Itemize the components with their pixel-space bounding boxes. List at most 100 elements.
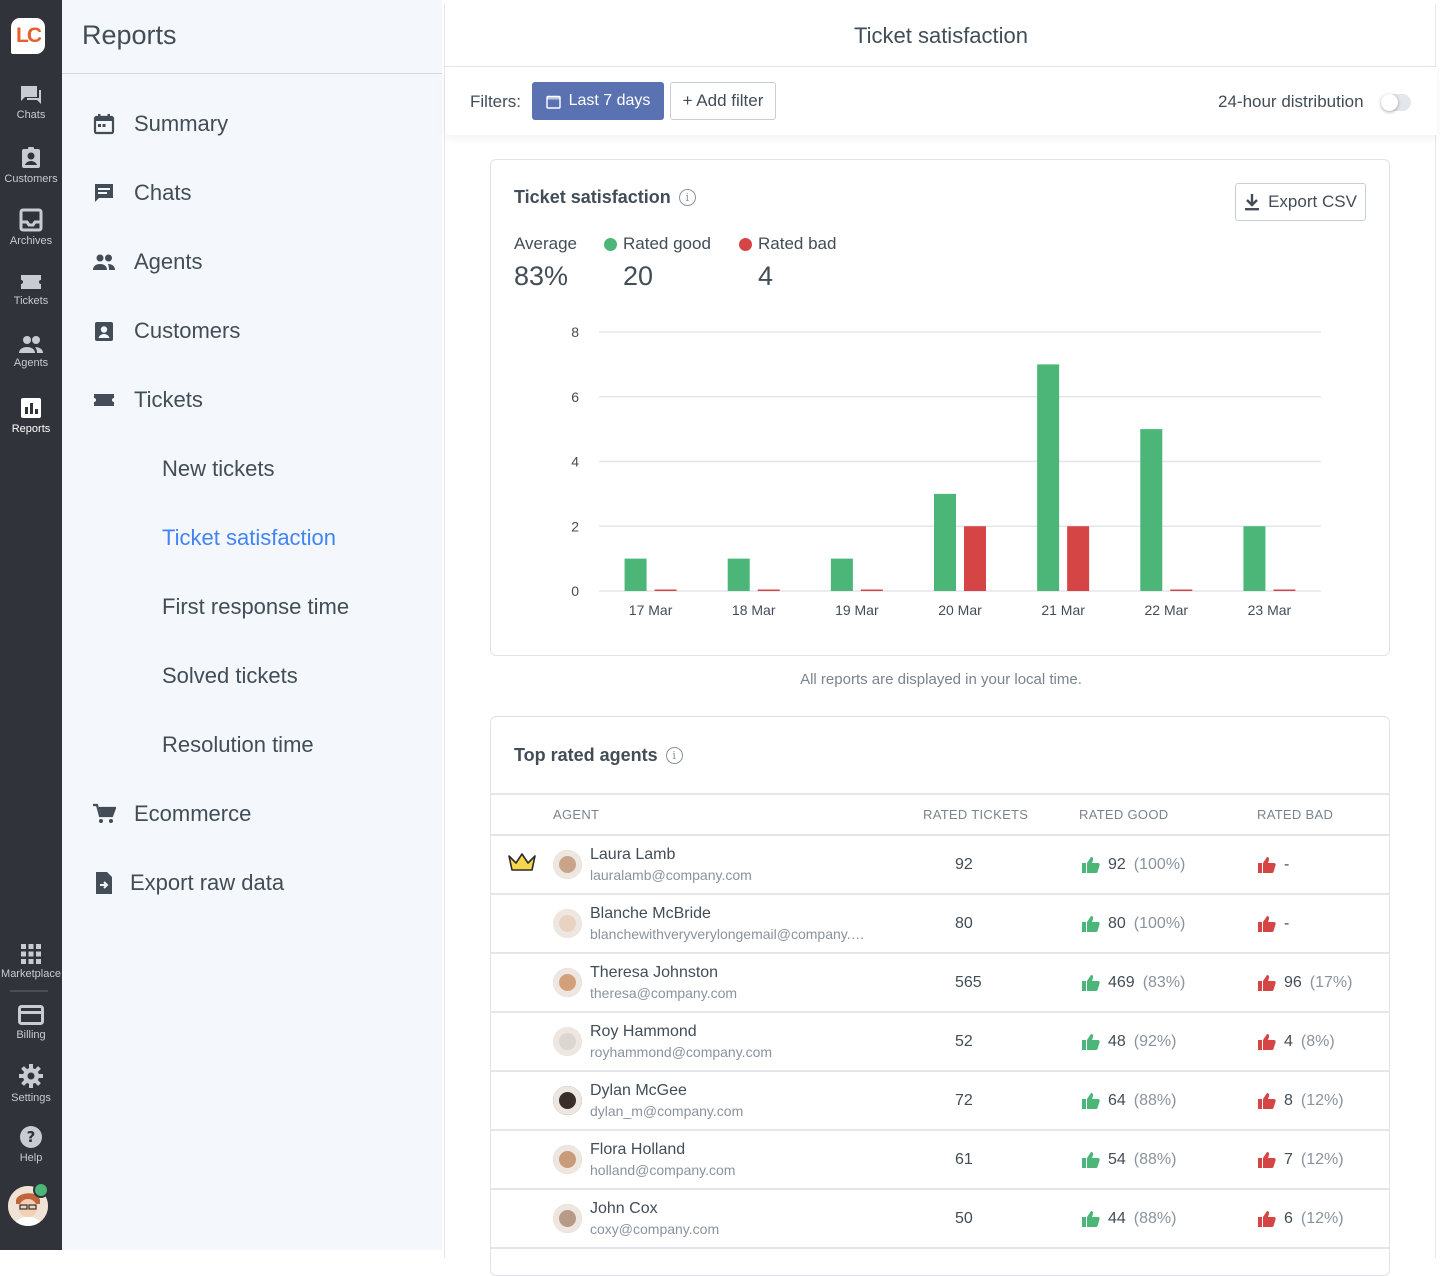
customers-icon [92, 319, 116, 343]
y-tick-label: 4 [571, 454, 579, 470]
main-panel: Ticket satisfaction Filters: Last 7 days… [444, 4, 1437, 1276]
column-header-agent[interactable]: AGENT [553, 793, 923, 836]
calendar-icon [92, 112, 116, 136]
top-agents-card: Top rated agents i AGENT RATED TICKETS R… [490, 716, 1390, 1276]
date-range-filter-button[interactable]: Last 7 days [532, 82, 664, 120]
table-row[interactable]: Flora Holland holland@company.com 61 54 (… [491, 1130, 1389, 1190]
sidebar-item-tickets[interactable]: Tickets [92, 387, 203, 413]
marketplace-icon [21, 944, 41, 964]
rail-label: Billing [16, 1029, 46, 1041]
rail-item-customers[interactable]: Customers [0, 146, 62, 185]
agent-email: blanchewithveryverylongemail@company.com [590, 925, 870, 942]
x-tick-label: 22 Mar [1144, 602, 1188, 618]
app-rail: LC Chats Customers Archives Tickets Agen… [0, 0, 62, 1250]
bar-rated-good [1243, 526, 1266, 591]
rated-tickets-cell: 61 [923, 1130, 1079, 1190]
sidebar-item-summary[interactable]: Summary [92, 111, 228, 137]
export-csv-button[interactable]: Export CSV [1235, 183, 1366, 221]
thumbs-up-icon [1258, 915, 1276, 932]
tickets-icon [92, 388, 116, 412]
rail-item-tickets[interactable]: Tickets [0, 272, 62, 307]
sidebar-item-customers[interactable]: Customers [92, 318, 240, 344]
table-row[interactable]: Laura Lamb lauralamb@company.com 92 92 (1… [491, 835, 1389, 895]
column-header-rated-bad[interactable]: RATED BAD [1257, 793, 1389, 836]
rail-item-billing[interactable]: Billing [0, 1004, 62, 1041]
cart-icon [92, 802, 116, 826]
y-tick-label: 8 [571, 324, 579, 340]
rated-bad-percent: (12%) [1300, 1091, 1344, 1109]
sidebar-subitem-solved-tickets[interactable]: Solved tickets [162, 663, 298, 688]
rated-bad-percent: (12%) [1300, 1150, 1344, 1168]
sidebar-item-ecommerce[interactable]: Ecommerce [92, 801, 251, 827]
rated-bad-value: 4 [758, 261, 774, 291]
agent-name: Flora Holland [590, 1140, 686, 1158]
rated-good-count: 44 [1108, 1209, 1126, 1227]
rated-bad-count: 4 [1284, 1032, 1293, 1050]
sidebar-subitem-ticket-satisfaction[interactable]: Ticket satisfaction [162, 525, 337, 550]
rail-item-marketplace[interactable]: Marketplace [0, 943, 66, 980]
sidebar-subitem-first-response-time[interactable]: First response time [162, 594, 350, 619]
bar-rated-good [727, 558, 750, 591]
bar-rated-bad [860, 589, 883, 591]
thumbs-up-icon [1082, 1092, 1100, 1109]
rail-item-agents[interactable]: Agents [0, 334, 62, 369]
table-header-row: AGENT RATED TICKETS RATED GOOD RATED BAD [491, 793, 1389, 836]
add-filter-button[interactable]: + Add filter [670, 82, 776, 120]
agent-email: holland@company.com [590, 1161, 736, 1178]
rated-bad-count: - [1284, 855, 1290, 873]
sidebar-subitem-new-tickets[interactable]: New tickets [162, 456, 275, 481]
agent-name: Roy Hammond [590, 1022, 697, 1040]
rail-item-reports[interactable]: Reports [0, 396, 62, 435]
agent-name: John Cox [590, 1199, 658, 1217]
bar-rated-good [830, 558, 853, 591]
sidebar-item-chats[interactable]: Chats [92, 180, 191, 206]
rail-item-help[interactable]: ? Help [0, 1125, 62, 1164]
bar-rated-bad [964, 526, 986, 591]
filters-label: Filters: [470, 92, 521, 111]
thumbs-up-icon [1258, 974, 1276, 991]
customers-icon [22, 147, 40, 168]
column-header-rated-tickets[interactable]: RATED TICKETS [923, 793, 1079, 836]
table-row[interactable]: Theresa Johnston theresa@company.com 565… [491, 953, 1389, 1013]
calendar-icon [545, 95, 561, 109]
rail-item-chats[interactable]: Chats [0, 84, 62, 121]
rail-label: Agents [13, 357, 49, 369]
rated-bad-count: 7 [1284, 1150, 1293, 1168]
agent-name: Dylan McGee [590, 1081, 687, 1099]
sidebar-subitem-resolution-time[interactable]: Resolution time [162, 732, 314, 757]
sidebar-item-agents[interactable]: Agents [92, 249, 203, 275]
x-tick-label: 17 Mar [629, 602, 673, 618]
table-row[interactable]: John Cox coxy@company.com 50 44 (88%) 6 (1… [491, 1189, 1389, 1249]
info-icon[interactable]: i [665, 747, 683, 764]
rated-good-count: 64 [1108, 1091, 1126, 1109]
table-row[interactable]: Roy Hammond royhammond@company.com 52 48… [491, 1012, 1389, 1072]
y-tick-label: 0 [571, 583, 579, 599]
rated-bad-count: - [1284, 914, 1290, 932]
rated-bad-label: Rated bad [739, 234, 836, 254]
column-header-rated-good[interactable]: RATED GOOD [1079, 793, 1257, 836]
thumbs-up-icon [1258, 1092, 1276, 1109]
rail-item-settings[interactable]: Settings [0, 1063, 62, 1104]
table-row[interactable]: Dylan McGee dylan_m@company.com 72 64 (88… [491, 1071, 1389, 1131]
rated-bad-count: 6 [1284, 1209, 1293, 1227]
rated-good-percent: (88%) [1133, 1209, 1177, 1227]
bar-rated-bad [1273, 589, 1296, 591]
rail-label: Archives [9, 235, 53, 247]
livechat-logo[interactable]: LC [11, 18, 45, 54]
rail-divider [10, 990, 48, 992]
download-icon [1245, 194, 1260, 211]
bar-rated-good [1140, 429, 1163, 591]
rated-good-percent: (88%) [1133, 1150, 1177, 1168]
rated-good-count: 92 [1108, 855, 1126, 873]
agent-name: Blanche McBride [590, 904, 711, 922]
sidebar-title: Reports [82, 20, 177, 50]
sidebar-item-export-raw-data[interactable]: Export raw data [92, 870, 284, 896]
distribution-toggle[interactable] [1381, 94, 1411, 111]
rail-item-archives[interactable]: Archives [0, 208, 62, 247]
x-tick-label: 20 Mar [938, 602, 982, 618]
table-row[interactable]: Blanche McBride blanchewithveryverylonge… [491, 894, 1389, 954]
rail-label: Customers [4, 173, 58, 185]
bar-rated-bad [1170, 589, 1193, 591]
info-icon[interactable]: i [678, 189, 696, 206]
y-tick-label: 6 [571, 389, 579, 405]
